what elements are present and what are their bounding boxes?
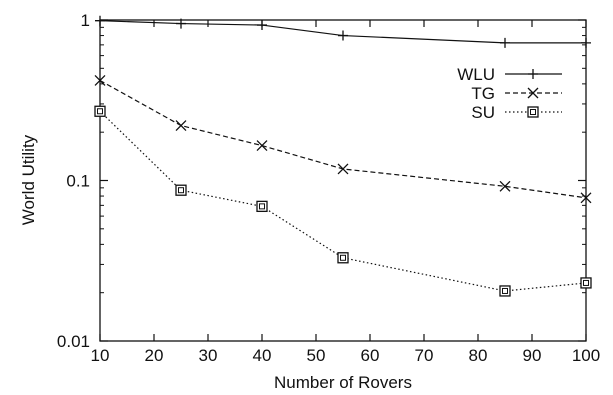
data-point-wlu: [257, 20, 267, 31]
series-line-wlu: [99, 20, 586, 44]
data-point-su: [175, 184, 187, 196]
x-axis-ticks: 10 20 30 40 50 60 70 80 90 100: [91, 20, 600, 365]
data-point-tg: [499, 180, 511, 192]
data-point-wlu: [176, 18, 186, 29]
legend-marker-su: [527, 106, 539, 118]
legend-marker-wlu: [528, 69, 538, 79]
data-point-wlu: [581, 37, 591, 48]
data-point-su: [499, 285, 511, 297]
data-point-tg: [175, 120, 187, 132]
x-tick-label: 80: [469, 346, 488, 365]
y-axis-ticks: 0.01 0.1 1: [57, 11, 586, 351]
data-point-tg: [337, 163, 349, 175]
x-tick-label: 100: [572, 346, 600, 365]
y-tick-label: 1: [81, 11, 90, 30]
x-tick-label: 70: [415, 346, 434, 365]
data-point-su-inner: [583, 279, 589, 286]
data-point-wlu: [95, 15, 105, 26]
x-tick-label: 90: [523, 346, 542, 365]
plot-frame: [99, 19, 587, 342]
data-point-su: [94, 105, 106, 117]
series-line-su: [99, 110, 587, 292]
data-point-su-inner: [97, 108, 103, 115]
series-layer: [94, 15, 592, 297]
series-su: [94, 105, 592, 297]
data-point-su: [337, 252, 349, 264]
x-tick-label: 10: [91, 346, 110, 365]
x-tick-label: 20: [145, 346, 164, 365]
series-wlu: [95, 15, 591, 48]
series-line-tg: [99, 79, 587, 199]
legend-label-tg: TG: [471, 84, 495, 103]
x-tick-label: 60: [361, 346, 380, 365]
data-point-tg: [256, 140, 268, 152]
series-tg: [94, 75, 592, 204]
legend-marker-tg: [527, 87, 539, 99]
x-tick-label: 40: [253, 346, 272, 365]
data-point-su-inner: [178, 187, 184, 194]
y-tick-label: 0.01: [57, 332, 90, 351]
y-tick-label: 0.1: [66, 172, 90, 191]
legend-marker-su-inner: [530, 109, 536, 115]
data-point-su-inner: [502, 287, 508, 294]
data-point-su: [256, 200, 268, 213]
data-point-wlu: [500, 37, 510, 48]
legend-label-wlu: WLU: [457, 65, 495, 84]
data-point-tg: [94, 75, 106, 86]
legend-label-su: SU: [471, 103, 495, 122]
y-axis-label: World Utility: [19, 134, 38, 225]
data-point-su-inner: [340, 254, 346, 261]
x-tick-label: 50: [307, 346, 326, 365]
x-axis-label: Number of Rovers: [274, 373, 412, 392]
data-point-su-inner: [259, 203, 265, 210]
data-point-wlu: [338, 30, 348, 41]
data-point-tg: [580, 192, 592, 204]
x-tick-label: 30: [199, 346, 218, 365]
data-point-su: [580, 277, 592, 289]
